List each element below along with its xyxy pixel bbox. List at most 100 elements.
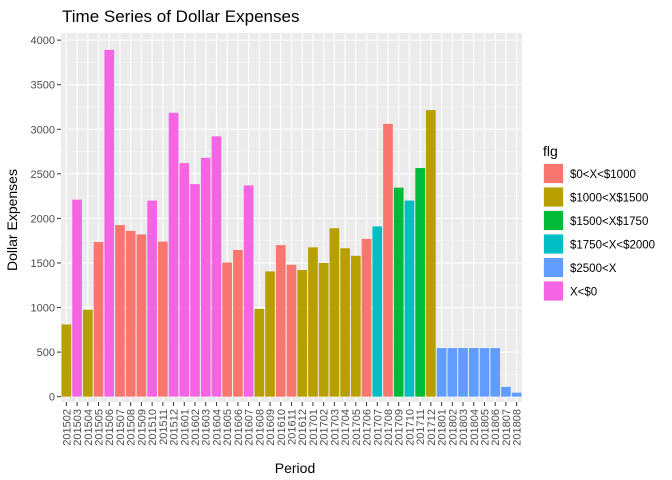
legend-label: $1750<X<$2000 [570,240,655,252]
x-tick-label: 201512 [169,409,181,446]
x-tick-label: 201511 [158,409,170,445]
y-tick-label: 1000 [31,303,55,315]
bar-201704 [340,248,350,397]
x-tick-label: 201704 [340,409,352,446]
bar-201512 [168,112,179,397]
legend-label: $1000<X$1500 [570,193,648,205]
legend-label: X<$0 [570,287,597,299]
bar-201507 [115,225,125,397]
bar-201610 [275,245,286,397]
bar-201604 [211,136,222,397]
x-tick-label: 201606 [233,409,245,446]
x-tick-label: 201603 [201,409,213,446]
bar-201707 [372,226,383,397]
x-tick-label: 201711 [415,409,427,445]
bar-201511 [158,241,168,397]
x-tick-label: 201701 [308,409,320,446]
x-axis-title: Period [275,460,315,476]
bar-201805 [479,348,490,397]
x-tick-label: 201508 [126,409,138,446]
bar-201712 [426,110,436,397]
x-tick-label: 201712 [426,409,438,446]
x-tick-label: 201505 [94,409,106,446]
bar-201612 [297,270,308,397]
bar-201801 [436,348,447,397]
x-tick-label: 201607 [244,409,256,446]
bar-201711 [415,168,425,397]
legend-label: $1500<X$1750 [570,216,648,228]
x-tick-label: 201804 [469,409,481,446]
bar-201504 [82,309,93,397]
x-tick-label: 201604 [211,409,223,446]
x-tick-label: 201710 [404,409,416,446]
x-tick-label: 201805 [479,409,491,446]
bar-201502 [61,324,72,397]
x-tick-label: 201806 [490,409,502,446]
bar-201804 [468,348,479,397]
y-tick-label: 1500 [31,258,55,270]
x-tick-label: 201601 [179,409,191,446]
x-tick-label: 201801 [437,409,449,446]
x-tick-label: 201702 [319,409,331,446]
bar-201701 [308,247,318,397]
bar-201509 [136,234,147,397]
bar-201710 [404,200,415,397]
bar-201802 [447,348,458,397]
x-tick-label: 201502 [61,409,73,446]
x-tick-label: 201605 [222,409,234,446]
bar-201510 [147,200,157,397]
y-axis: 0 500 1000 1500 2000 2500 3000 3500 4000 [31,35,61,404]
bar-201702 [318,262,329,397]
legend-key-swatch [544,258,563,277]
x-tick-label: 201506 [104,409,116,446]
bar-201806 [490,348,501,397]
x-tick-label: 201808 [512,409,524,446]
x-tick-label: 201609 [265,409,277,446]
bar-201706 [361,238,372,397]
x-tick-label: 201708 [383,409,395,446]
bar-201503 [72,199,82,397]
bar-201807 [501,386,511,397]
y-tick-label: 2500 [31,169,55,181]
x-tick-label: 201705 [351,409,363,446]
legend-key-swatch [544,234,563,254]
bar-201703 [329,228,340,397]
legend-key-swatch [544,211,563,230]
y-tick-label: 3500 [31,80,55,92]
x-axis: 2015022015032015042015052015062015072015… [61,402,524,446]
legend-key-swatch [544,164,563,183]
bar-201508 [125,230,136,397]
x-tick-label: 201510 [147,409,159,446]
y-tick-label: 0 [49,392,55,404]
legend: flg $0<X<$1000 $1000<X$1500 $1500<X$1750 $1… [543,143,655,302]
x-tick-label: 201504 [83,409,95,446]
x-tick-label: 201612 [297,409,309,446]
x-tick-label: 201507 [115,409,127,446]
x-tick-label: 201803 [458,409,470,446]
x-tick-label: 201706 [362,409,374,446]
bar-201808 [511,392,522,397]
legend-label: $2500<X [570,263,617,275]
y-tick-label: 4000 [31,35,55,47]
y-tick-label: 2000 [31,213,55,225]
x-tick-label: 201509 [136,409,148,446]
bar-201708 [383,123,393,397]
y-tick-label: 3000 [31,124,55,136]
bar-201506 [104,49,115,397]
bar-201505 [93,242,104,397]
legend-key-swatch [544,281,563,301]
x-tick-label: 201707 [372,409,384,446]
chart-title: Time Series of Dollar Expenses [62,7,299,26]
bar-201609 [265,271,275,397]
x-tick-label: 201610 [276,409,288,446]
y-axis-title: Dollar Expenses [4,169,20,271]
bar-201608 [254,308,265,397]
bar-201611 [286,264,297,397]
x-tick-label: 201802 [447,409,459,446]
legend-label: $0<X<$1000 [570,169,636,181]
bar-201602 [190,184,200,397]
bar-201601 [179,163,190,397]
bar-201709 [393,187,404,397]
